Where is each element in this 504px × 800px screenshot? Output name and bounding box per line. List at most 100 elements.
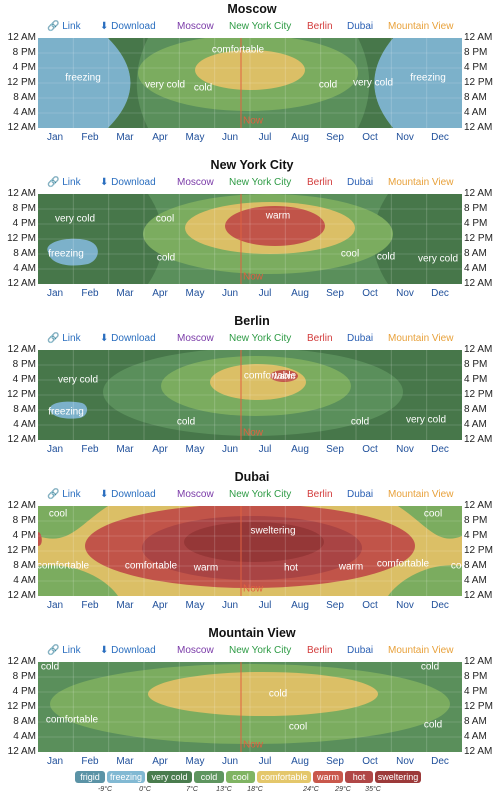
y-tick-label: 4 AM (464, 419, 487, 430)
city-link-new-york-city[interactable]: New York City (229, 645, 292, 656)
shade-overlay (38, 350, 462, 440)
city-link-moscow[interactable]: Moscow (177, 21, 214, 32)
zone-label: very cold (417, 253, 459, 265)
city-link-berlin[interactable]: Berlin (307, 489, 333, 500)
legend-threshold-label: 18°C (247, 786, 263, 793)
chart-title: Berlin (234, 314, 270, 328)
city-link-dubai[interactable]: Dubai (347, 645, 374, 656)
y-tick-label: 12 AM (464, 434, 493, 445)
link-button[interactable]: 🔗 Link (47, 177, 81, 188)
zone-label: cold (376, 251, 396, 263)
shade-overlay (38, 506, 462, 596)
city-link-dubai[interactable]: Dubai (347, 333, 374, 344)
zone-label: cold (420, 662, 440, 673)
link-button[interactable]: 🔗 Link (47, 21, 81, 32)
x-tick-label: Jun (221, 288, 239, 299)
y-tick-label: 4 PM (464, 374, 488, 385)
y-tick-label: 12 AM (7, 122, 36, 133)
city-link-new-york-city[interactable]: New York City (229, 21, 292, 32)
city-link-moscow[interactable]: Moscow (177, 333, 214, 344)
city-link-new-york-city[interactable]: New York City (229, 177, 292, 188)
city-link-dubai[interactable]: Dubai (347, 489, 374, 500)
temperature-zone-comfortable (195, 49, 306, 91)
y-tick-label: 12 AM (7, 344, 36, 355)
city-link-mountain-view[interactable]: Mountain View (388, 21, 454, 32)
y-tick-label: 12 AM (7, 590, 36, 601)
city-link-berlin[interactable]: Berlin (307, 21, 333, 32)
link-icon: 🔗 (47, 489, 60, 500)
shade-overlay (38, 194, 462, 284)
temperature-zone-sweltering (184, 522, 324, 562)
y-tick-label: 12 PM (464, 545, 493, 556)
download-label: Download (111, 21, 156, 32)
heatmap-svg (38, 350, 462, 440)
city-link-new-york-city[interactable]: New York City (229, 489, 292, 500)
city-link-mountain-view[interactable]: Mountain View (388, 489, 454, 500)
y-tick-label: 8 AM (464, 716, 487, 727)
zone-label: comfortable (38, 560, 90, 572)
link-button[interactable]: 🔗 Link (47, 333, 81, 344)
x-tick-label: Oct (362, 288, 378, 299)
city-link-mountain-view[interactable]: Mountain View (388, 645, 454, 656)
download-button[interactable]: ⬇ Download (100, 21, 156, 32)
legend-threshold-label: 13°C (216, 786, 232, 793)
y-tick-label: 4 AM (13, 575, 36, 586)
zone-label: cool (423, 508, 443, 520)
x-tick-label: Nov (396, 756, 414, 767)
x-tick-label: Apr (152, 288, 168, 299)
zone-label: freezing (65, 72, 101, 84)
city-link-mountain-view[interactable]: Mountain View (388, 177, 454, 188)
y-tick-label: 12 AM (7, 278, 36, 289)
city-link-moscow[interactable]: Moscow (177, 645, 214, 656)
temperature-zone-very-cold (108, 38, 148, 128)
city-link-dubai[interactable]: Dubai (347, 177, 374, 188)
x-tick-label: May (185, 288, 205, 299)
x-tick-label: Feb (81, 288, 99, 299)
chart-title: Mountain View (208, 626, 296, 640)
download-button[interactable]: ⬇ Download (100, 333, 156, 344)
x-tick-label: Jan (46, 132, 64, 143)
x-tick-label: Aug (291, 132, 309, 143)
y-tick-label: 8 AM (464, 560, 487, 571)
city-link-berlin[interactable]: Berlin (307, 645, 333, 656)
x-tick-label: Oct (362, 756, 378, 767)
x-tick-label: Sep (326, 288, 344, 299)
y-tick-label: 8 PM (12, 47, 36, 58)
link-bar: 🔗 Link ⬇ Download Moscow New York City Berli… (0, 177, 504, 191)
now-label: Now (242, 115, 264, 127)
city-link-dubai[interactable]: Dubai (347, 21, 374, 32)
zone-label: comfortable (376, 558, 430, 570)
now-label: Now (242, 583, 264, 595)
temperature-zone-freezing (374, 38, 462, 128)
legend-chip-freezing: freezing (107, 771, 145, 783)
x-tick-label: Aug (291, 444, 309, 455)
legend-threshold-label: 24°C (303, 786, 319, 793)
y-tick-label: 12 AM (7, 32, 36, 43)
link-button[interactable]: 🔗 Link (47, 489, 81, 500)
y-tick-label: 4 PM (464, 218, 488, 229)
temperature-zone-cool (38, 506, 108, 539)
temperature-zone-comfortable (148, 671, 378, 717)
download-button[interactable]: ⬇ Download (100, 177, 156, 188)
download-button[interactable]: ⬇ Download (100, 645, 156, 656)
x-tick-label: May (185, 600, 205, 611)
city-link-moscow[interactable]: Moscow (177, 489, 214, 500)
y-tick-label: 12 PM (7, 233, 36, 244)
x-tick-label: Feb (81, 444, 99, 455)
city-link-berlin[interactable]: Berlin (307, 177, 333, 188)
now-label: Now (242, 739, 264, 751)
legend-chip-warm: warm (313, 771, 343, 783)
heatmap-plot: freezing very cold cold comfortable cold very… (38, 38, 462, 128)
city-link-new-york-city[interactable]: New York City (229, 333, 292, 344)
y-tick-label: 4 AM (464, 107, 487, 118)
x-tick-label: Apr (152, 756, 168, 767)
y-tick-label: 8 AM (13, 716, 36, 727)
y-tick-label: 8 PM (464, 359, 488, 370)
city-link-berlin[interactable]: Berlin (307, 333, 333, 344)
city-link-moscow[interactable]: Moscow (177, 177, 214, 188)
download-button[interactable]: ⬇ Download (100, 489, 156, 500)
x-tick-label: Nov (396, 132, 414, 143)
city-link-mountain-view[interactable]: Mountain View (388, 333, 454, 344)
download-icon: ⬇ (100, 21, 109, 32)
link-button[interactable]: 🔗 Link (47, 645, 81, 656)
